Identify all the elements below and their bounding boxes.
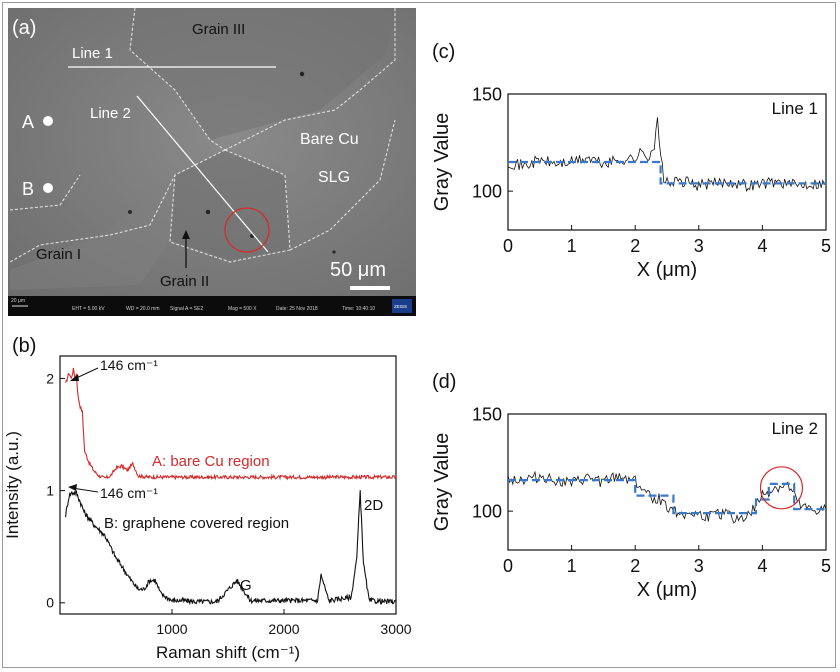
panel-b-label: (b) <box>12 335 36 357</box>
peak-label-2d: 2D <box>364 497 383 514</box>
series-label-graphene: B: graphene covered region <box>104 515 289 532</box>
point-b-marker <box>43 183 53 193</box>
particle <box>299 71 305 77</box>
red-highlight-circle <box>224 207 270 253</box>
annotation-arrowhead-a <box>70 374 79 381</box>
panel-a-label: (a) <box>12 17 36 39</box>
y-tick-label: 100 <box>472 181 502 201</box>
x-tick-label: 1000 <box>156 621 187 637</box>
scale-bar <box>350 286 390 290</box>
zeiss-logo-text: ZEISS <box>394 304 407 309</box>
info-scale-text: 20 μm <box>11 298 25 304</box>
x-tick-label: 0 <box>503 236 513 256</box>
particle <box>332 250 336 254</box>
line-1-label: Line 1 <box>72 45 113 62</box>
bare-cu-label: Bare Cu <box>300 131 359 148</box>
x-axis-label: X (μm) <box>637 579 697 601</box>
info-mag: Mag = 500 X <box>228 306 257 312</box>
particle <box>128 210 132 214</box>
x-tick-label: 1 <box>567 236 577 256</box>
highlight-circle <box>759 466 804 510</box>
grain-iii-region <box>130 8 395 140</box>
panel-c-label: (c) <box>432 41 455 63</box>
info-bar <box>8 296 416 316</box>
x-tick-label: 2000 <box>268 621 299 637</box>
x-tick-label: 2 <box>630 236 640 256</box>
x-tick-label: 4 <box>757 236 767 256</box>
grain-i-region <box>10 175 175 290</box>
y-axis-label: Intensity (a.u.) <box>3 431 22 539</box>
chart-title: Line 1 <box>772 99 818 118</box>
y-tick-label: 1 <box>46 483 54 499</box>
slg-label: SLG <box>318 169 350 186</box>
line-2-label: Line 2 <box>90 105 131 122</box>
grain-ii-label: Grain II <box>160 273 209 290</box>
annotation-146-a: 146 cm⁻¹ <box>100 357 158 373</box>
y-tick-label: 150 <box>472 84 502 104</box>
x-tick-label: 0 <box>503 556 513 576</box>
line2-gray-chart: 0 1 2 3 4 5 100 150 X (μm) Gray Value Line 2 <box>431 404 831 601</box>
y-tick-label: 2 <box>46 370 54 386</box>
x-axis-label: Raman shift (cm⁻¹) <box>156 643 300 662</box>
info-time: Time: 10:40:10 <box>342 306 375 312</box>
y-tick-label: 100 <box>472 501 502 521</box>
annotation-arrow-b <box>71 487 99 493</box>
series-line-graphene <box>65 490 397 606</box>
y-axis-label: Gray Value <box>431 113 453 212</box>
annotation-146-b: 146 cm⁻¹ <box>100 485 158 501</box>
zeiss-logo <box>392 299 412 313</box>
x-axis-label: X (μm) <box>637 259 697 281</box>
particle <box>205 209 211 215</box>
line-2 <box>136 95 269 253</box>
plot-frame <box>507 413 827 551</box>
series-label-bare-cu: A: bare Cu region <box>152 453 270 470</box>
x-tick-label: 5 <box>821 556 831 576</box>
grain-iii-label: Grain III <box>192 21 245 38</box>
x-tick-label: 5 <box>821 236 831 256</box>
y-tick-label: 0 <box>46 595 54 611</box>
grain-ii-region <box>170 150 290 260</box>
panel-d-label: (d) <box>432 371 456 393</box>
x-tick-label: 3 <box>694 236 704 256</box>
y-tick-label: 150 <box>472 404 502 424</box>
chart-title: Line 2 <box>772 419 818 438</box>
grain-i-label: Grain I <box>36 246 81 263</box>
grain-ii-arrowhead <box>182 230 190 239</box>
x-tick-label: 1 <box>567 556 577 576</box>
x-tick-label: 2 <box>630 556 640 576</box>
point-a-label: A <box>22 112 34 132</box>
annotation-arrowhead-b <box>68 484 77 491</box>
x-tick-label: 3 <box>694 556 704 576</box>
step-fit-line <box>508 160 826 185</box>
x-tick-label: 4 <box>757 556 767 576</box>
plot-frame <box>59 355 397 615</box>
info-signal: Signal A = SE2 <box>170 306 203 312</box>
series-line-bare-cu <box>65 367 397 481</box>
line1-gray-chart: 0 1 2 3 4 5 100 150 X (μm) Gray Value Line 1 <box>431 84 831 281</box>
gray-profile-line <box>507 470 827 524</box>
y-axis-label: Gray Value <box>431 433 453 532</box>
info-eht: EHT = 5.00 kV <box>72 306 105 312</box>
point-b-label: B <box>22 179 34 199</box>
grain-boundaries <box>9 7 396 263</box>
step-fit-line <box>508 479 826 515</box>
peak-label-g: G <box>240 577 252 594</box>
info-date: Date: 25 Nov 2018 <box>276 306 318 312</box>
x-tick-label: 3000 <box>380 621 411 637</box>
scale-bar-label: 50 μm <box>330 259 386 281</box>
panel-a: (a) Grain III Line 1 Line 2 A B Bare Cu … <box>8 7 416 316</box>
point-a-marker <box>43 116 53 126</box>
info-wd: WD = 20.0 mm <box>126 306 159 312</box>
raman-chart: 1000 2000 3000 0 1 2 Raman shift (cm⁻¹) Intensi… <box>3 355 412 662</box>
